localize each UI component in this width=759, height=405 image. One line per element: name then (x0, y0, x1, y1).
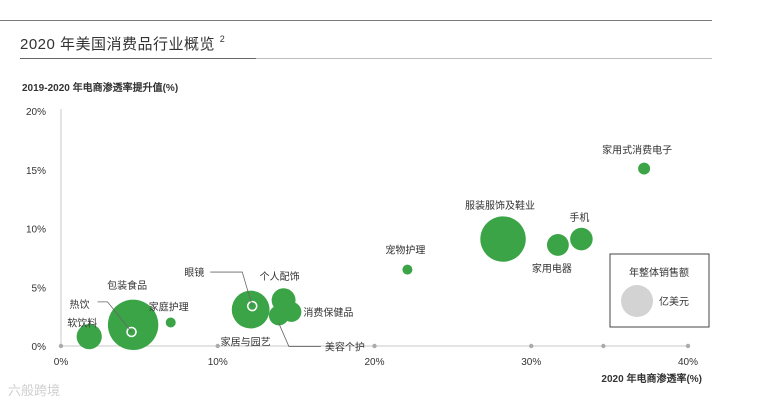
x-tick-label: 0% (54, 357, 69, 368)
y-tick-label: 15% (26, 166, 46, 177)
bubble-label: 美容个护 (325, 340, 365, 353)
x-axis-title: 2020 年电商渗透率(%) (601, 374, 702, 385)
bubble-label: 家居与园艺 (221, 336, 271, 349)
leader-line (210, 271, 253, 307)
y-tick-label: 0% (32, 342, 47, 353)
bubble (638, 162, 651, 175)
x-tick-label: 10% (208, 357, 228, 368)
x-tick-dot (58, 343, 64, 349)
title-text: 2020 年美国消费品行业概览 (20, 36, 216, 53)
bubbles (76, 162, 651, 351)
x-tick-label: 20% (364, 357, 384, 368)
bubble (76, 324, 102, 350)
x-axis-marker-dot (601, 343, 606, 349)
x-tick-dot (685, 343, 691, 349)
leader-line (97, 301, 132, 333)
bubble-label: 消费保健品 (303, 306, 353, 319)
bubble-label: 热饮 (70, 298, 90, 311)
axes: 0% 10% 20% 30% 40% 0% 5% 10% 15% 20% (26, 107, 698, 368)
top-rule (0, 20, 712, 21)
bubble-label: 包装食品 (107, 279, 147, 292)
bubble (546, 234, 569, 256)
leader-line (278, 323, 321, 347)
bubble-label: 软饮料 (67, 317, 97, 330)
bubble-marker (247, 300, 258, 312)
legend-unit-label: 亿美元 (659, 295, 689, 308)
x-tick-dot (529, 343, 534, 349)
x-tick-label: 40% (678, 357, 698, 368)
bubble-label: 个人配饰 (260, 270, 300, 283)
title-footnote: 2 (219, 34, 226, 44)
y-tick-label: 10% (26, 225, 46, 236)
bubble (231, 290, 270, 329)
bubble (402, 264, 413, 275)
bubble-label: 手机 (569, 211, 589, 224)
watermark-logo: 六般跨境 (8, 383, 61, 398)
y-axis-title: 2019-2020 年电商渗透率提升值(%) (22, 83, 179, 94)
bubble-label: 眼镜 (184, 266, 204, 279)
legend-title: 年整体销售额 (629, 266, 689, 279)
legend: 年整体销售额 亿美元 (609, 253, 710, 328)
bubble-label: 服装服饰及鞋业 (465, 199, 535, 212)
page-title: 2020 年美国消费品行业概览 2 (20, 33, 225, 54)
legend-size-swatch (621, 285, 653, 317)
x-tick-label: 30% (521, 357, 541, 368)
bubble-label: 家用式消费电子 (602, 144, 672, 157)
y-tick-label: 20% (26, 107, 46, 118)
legend-box (609, 253, 710, 328)
bubble-label: 家用电器 (532, 262, 572, 275)
y-tick-label: 5% (32, 283, 47, 294)
bubble (165, 317, 176, 328)
title-underline-extension (256, 58, 712, 59)
bubble-label: 宠物护理 (385, 244, 425, 257)
bubble-label: 家庭护理 (149, 301, 189, 314)
x-tick-dot (372, 343, 377, 349)
bubble (281, 301, 302, 322)
bubble (480, 216, 526, 262)
bubble (570, 227, 593, 251)
title-underline (20, 58, 256, 59)
bubble-marker (126, 326, 137, 338)
x-tick-dot (215, 343, 220, 349)
bubble (107, 299, 159, 351)
